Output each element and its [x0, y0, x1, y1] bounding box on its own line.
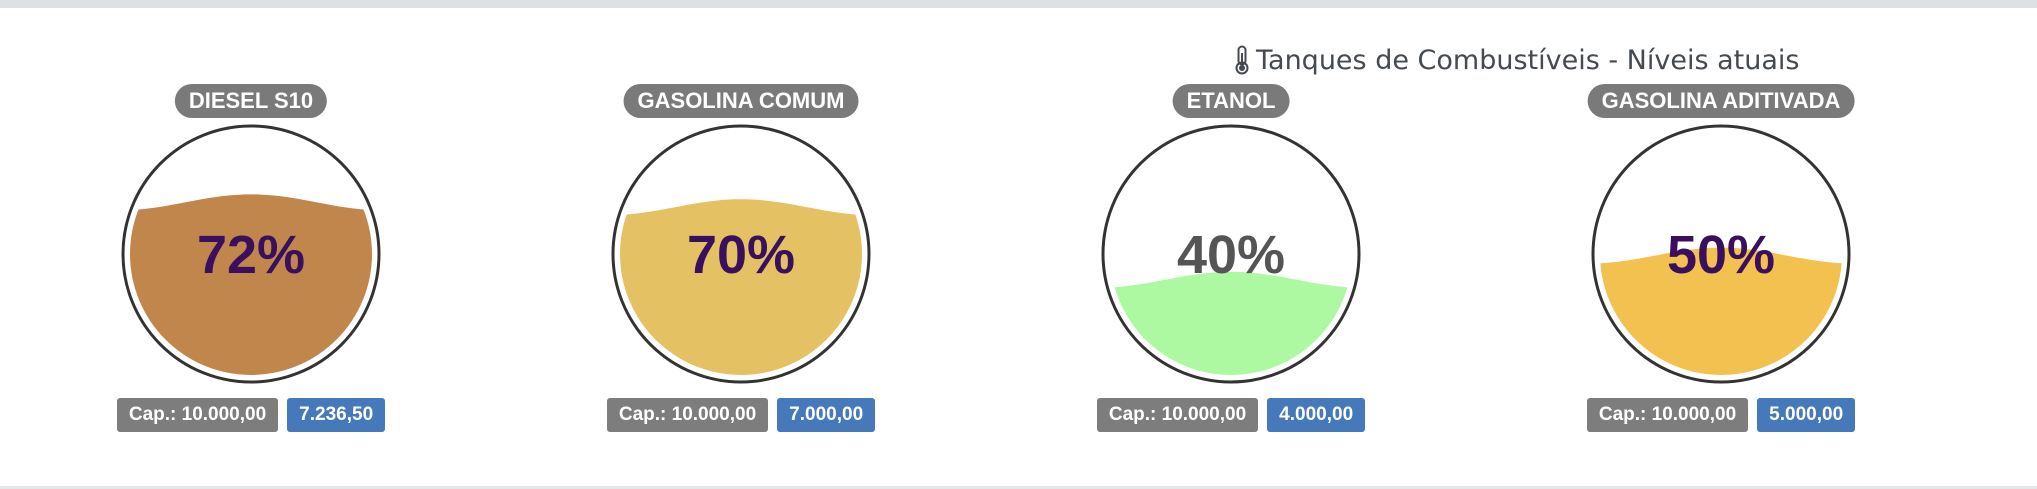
top-border	[0, 0, 2037, 8]
capacity-badge: Cap.: 10.000,00	[1586, 398, 1749, 432]
tank-label: GASOLINA ADITIVADA	[1587, 84, 1855, 118]
volume-badge: 4.000,00	[1267, 398, 1366, 432]
tank-gasolina-comum: GASOLINA COMUM 70% Cap.: 10.000,00 7.000…	[581, 82, 901, 442]
tank-etanol: ETANOL 40% Cap.: 10.000,00 4.000,00	[1071, 82, 1391, 442]
volume-badge: 7.236,50	[287, 398, 386, 432]
volume-badge: 7.000,00	[777, 398, 876, 432]
gauge-outline	[1101, 124, 1361, 384]
liquid-fill	[1110, 271, 1352, 375]
level-percent: 70%	[687, 225, 795, 285]
panel-title: Tanques de Combustíveis - Níveis atuais	[1234, 40, 1799, 80]
liquid-fill	[1600, 247, 1842, 375]
tank-label: DIESEL S10	[174, 84, 328, 118]
tank-label: GASOLINA COMUM	[623, 84, 859, 118]
tank-gasolina-aditivada: GASOLINA ADITIVADA 50% Cap.: 10.000,00 5…	[1561, 82, 1881, 442]
gauge-outline	[1591, 124, 1851, 384]
level-percent: 50%	[1667, 225, 1775, 285]
liquid-fill	[130, 194, 372, 375]
tank-gauge: 50%	[1591, 124, 1851, 384]
capacity-badge: Cap.: 10.000,00	[1096, 398, 1259, 432]
tank-diesel-s10: DIESEL S10 72% Cap.: 10.000,00 7.236,50	[91, 82, 411, 442]
thermometer-icon	[1235, 45, 1249, 75]
capacity-badge: Cap.: 10.000,00	[606, 398, 769, 432]
panel-title-text: Tanques de Combustíveis - Níveis atuais	[1256, 44, 1800, 76]
gauge-outline	[121, 124, 381, 384]
level-percent: 72%	[197, 225, 305, 285]
tank-gauge: 72%	[121, 124, 381, 384]
tank-gauge: 40%	[1101, 124, 1361, 384]
bottom-border	[0, 486, 2037, 489]
liquid-fill	[620, 199, 862, 375]
tank-label: ETANOL	[1172, 84, 1290, 118]
tank-gauge: 70%	[611, 124, 871, 384]
level-percent: 40%	[1177, 225, 1285, 285]
volume-badge: 5.000,00	[1757, 398, 1856, 432]
capacity-badge: Cap.: 10.000,00	[116, 398, 279, 432]
gauge-outline	[611, 124, 871, 384]
